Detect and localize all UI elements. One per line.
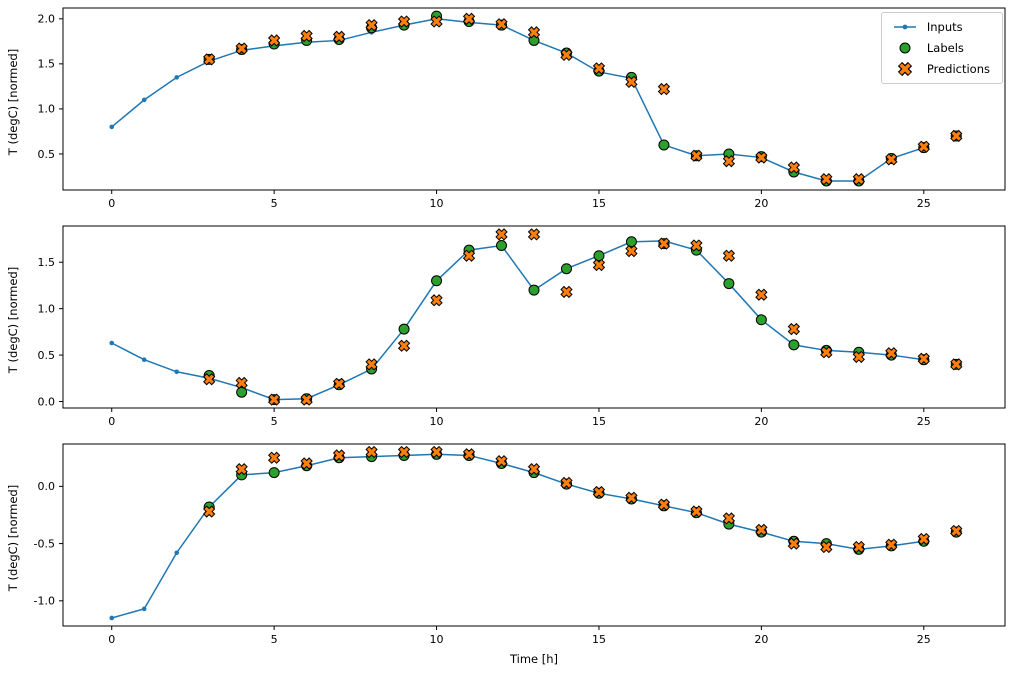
svg-text:T (degC) [normed]: T (degC) [normed]: [6, 485, 20, 592]
svg-text:1.0: 1.0: [38, 103, 56, 116]
legend-label-inputs: Inputs: [926, 20, 963, 34]
svg-text:15: 15: [592, 415, 606, 428]
svg-text:-0.5: -0.5: [34, 537, 55, 550]
svg-text:0.5: 0.5: [38, 349, 56, 362]
svg-text:15: 15: [592, 633, 606, 646]
svg-text:0: 0: [108, 633, 115, 646]
svg-text:0: 0: [108, 415, 115, 428]
inputs-line-icon: [893, 24, 916, 30]
svg-text:1.0: 1.0: [38, 302, 56, 315]
svg-text:-1.0: -1.0: [34, 595, 55, 608]
svg-text:5: 5: [271, 415, 278, 428]
legend: Inputs Labels Predictions: [880, 12, 1003, 84]
svg-text:Time [h]: Time [h]: [509, 652, 558, 666]
svg-text:1.5: 1.5: [38, 256, 56, 269]
predictions-x-icon: [897, 62, 912, 76]
svg-text:T (degC) [normed]: T (degC) [normed]: [6, 49, 20, 156]
svg-text:25: 25: [917, 415, 931, 428]
svg-text:1.5: 1.5: [38, 58, 56, 71]
svg-text:0.0: 0.0: [38, 395, 56, 408]
svg-text:0.0: 0.0: [38, 480, 56, 493]
legend-item-predictions: Predictions: [892, 62, 990, 76]
svg-text:10: 10: [430, 415, 444, 428]
legend-label-predictions: Predictions: [926, 62, 990, 76]
svg-text:20: 20: [754, 197, 768, 210]
legend-item-inputs: Inputs: [892, 20, 990, 34]
svg-text:2.0: 2.0: [38, 13, 56, 26]
svg-text:10: 10: [430, 633, 444, 646]
labels-circle-icon: [899, 42, 911, 54]
legend-item-labels: Labels: [892, 41, 990, 55]
svg-text:20: 20: [754, 633, 768, 646]
svg-text:15: 15: [592, 197, 606, 210]
svg-text:10: 10: [430, 197, 444, 210]
svg-text:T (degC) [normed]: T (degC) [normed]: [6, 267, 20, 374]
svg-text:5: 5: [271, 197, 278, 210]
svg-text:20: 20: [754, 415, 768, 428]
svg-text:0.5: 0.5: [38, 148, 56, 161]
legend-label-labels: Labels: [926, 41, 964, 55]
svg-text:0: 0: [108, 197, 115, 210]
svg-text:5: 5: [271, 633, 278, 646]
svg-text:25: 25: [917, 633, 931, 646]
svg-text:25: 25: [917, 197, 931, 210]
